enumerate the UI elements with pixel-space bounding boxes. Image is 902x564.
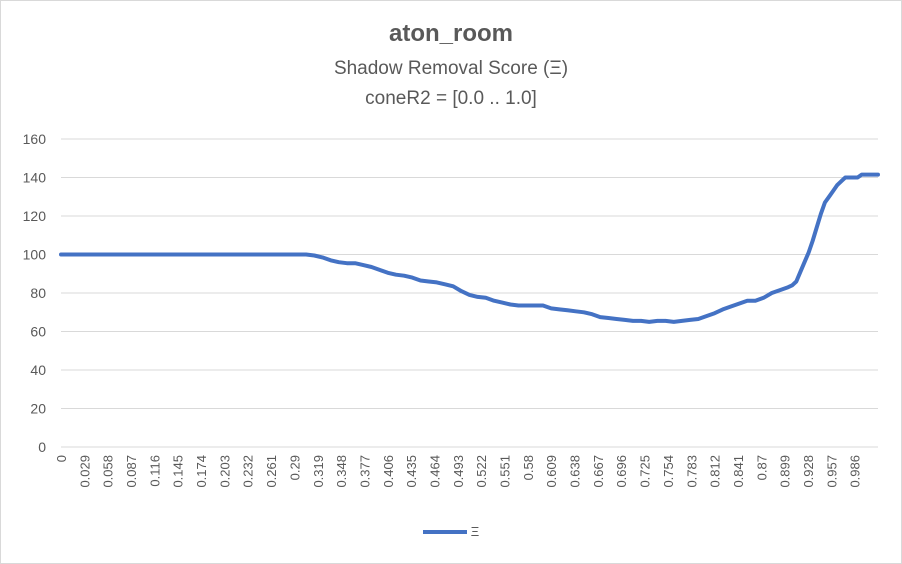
x-tick-label: 0.899 xyxy=(778,455,793,488)
x-tick-label: 0.058 xyxy=(101,455,116,488)
x-tick-label: 0.087 xyxy=(124,455,139,488)
x-tick-label: 0.87 xyxy=(754,455,769,480)
y-tick-label: 60 xyxy=(30,324,46,340)
x-tick-label: 0.261 xyxy=(264,455,279,488)
x-tick-label: 0.145 xyxy=(171,455,186,488)
y-tick-label: 120 xyxy=(23,208,47,224)
x-tick-label: 0.377 xyxy=(357,455,372,488)
legend: Ξ xyxy=(0,524,902,539)
y-tick-label: 140 xyxy=(23,170,47,186)
y-axis-ticks: 0 20 40 60 80 100 120 140 160 xyxy=(23,131,47,455)
y-tick-label: 100 xyxy=(23,247,47,263)
x-tick-label: 0.522 xyxy=(474,455,489,488)
x-tick-label: 0.29 xyxy=(287,455,302,480)
x-tick-label: 0.609 xyxy=(544,455,559,488)
x-tick-label: 0.406 xyxy=(381,455,396,488)
y-tick-label: 160 xyxy=(23,131,47,147)
x-tick-label: 0.174 xyxy=(194,455,209,488)
x-tick-label: 0.551 xyxy=(498,455,513,488)
x-tick-label: 0.725 xyxy=(638,455,653,488)
x-tick-label: 0.957 xyxy=(824,455,839,488)
y-tick-label: 40 xyxy=(30,362,46,378)
x-tick-label: 0.696 xyxy=(614,455,629,488)
chart-subtitle-range: coneR2 = [0.0 .. 1.0] xyxy=(365,88,537,109)
series-group xyxy=(59,172,880,324)
x-axis-ticks: 0 0.029 0.058 0.087 0.116 0.145 0.174 0.203 0.23… xyxy=(54,455,863,488)
y-tick-label: 80 xyxy=(30,285,46,301)
x-tick-label: 0.116 xyxy=(147,455,162,487)
legend-swatch xyxy=(422,529,467,534)
y-tick-label: 20 xyxy=(30,401,46,417)
x-tick-label: 0.928 xyxy=(801,455,816,488)
x-tick-label: 0.667 xyxy=(591,455,606,488)
x-tick-label: 0.986 xyxy=(848,455,863,488)
x-tick-label: 0.029 xyxy=(77,455,92,488)
x-tick-label: 0.638 xyxy=(568,455,583,488)
x-tick-label: 0.812 xyxy=(708,455,723,488)
x-tick-label: 0.348 xyxy=(334,455,349,488)
x-tick-label: 0 xyxy=(54,455,69,462)
x-tick-label: 0.754 xyxy=(661,455,676,488)
x-tick-label: 0.203 xyxy=(217,455,232,488)
x-tick-label: 0.464 xyxy=(427,455,442,488)
gridlines xyxy=(61,138,878,448)
x-tick-label: 0.841 xyxy=(731,455,746,488)
chart-subtitle: Shadow Removal Score (Ξ) xyxy=(333,58,569,79)
x-tick-label: 0.783 xyxy=(684,455,699,488)
chart-title: aton_room xyxy=(388,20,513,47)
y-tick-label: 0 xyxy=(38,439,46,455)
x-tick-label: 0.435 xyxy=(404,455,419,488)
series-line-0 xyxy=(59,172,880,324)
x-tick-label: 0.493 xyxy=(451,455,466,488)
x-tick-label: 0.319 xyxy=(311,455,326,488)
x-tick-label: 0.58 xyxy=(521,455,536,480)
x-tick-label: 0.232 xyxy=(241,455,256,488)
legend-label: Ξ xyxy=(470,524,480,539)
